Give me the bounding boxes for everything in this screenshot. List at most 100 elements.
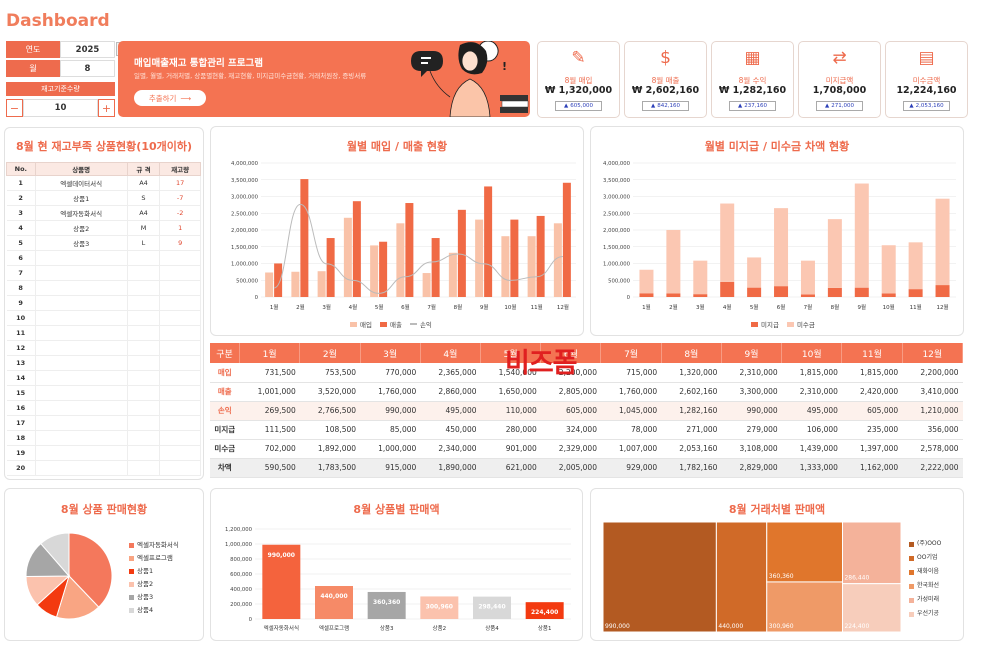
kpi-label: 8월 수익 [738,76,767,85]
y-tick-label: 200,000 [230,602,253,608]
table-cell [35,430,128,446]
legend-swatch [909,611,914,617]
table-cell [35,460,128,476]
legend-label: OO기업 [917,554,938,561]
table-cell: 9 [159,235,201,251]
x-tick-label: 3월 [322,303,331,311]
extract-button[interactable]: 추출하기 ⟶ [134,90,206,106]
table-cell: 1 [6,175,36,191]
x-tick-label: 12월 [937,303,949,311]
bar-미지급 [639,293,654,297]
table-cell: 271,000 [661,420,722,440]
y-tick-label: 0 [249,617,253,623]
y-tick-label: 3,000,000 [603,195,631,201]
treemap-value-label: 300,960 [769,623,794,630]
table-cell [35,310,128,326]
legend-label: 상품2 [137,580,154,588]
legend-swatch [129,556,134,561]
kpi-delta-value: 271,000 [831,103,854,109]
x-tick-label: 2월 [669,303,678,311]
legend-item: 상품2 [129,578,179,591]
bar-매입 [343,217,352,297]
kpi-label: 미수금액 [912,76,941,85]
table-cell: 3,410,000 [902,382,963,402]
table-cell: 2,340,000 [420,439,481,459]
pie-slice [55,575,100,620]
bar-매출 [536,215,545,297]
month-header-cell: 6월 [540,343,602,363]
table-cell: 929,000 [600,458,662,478]
y-tick-label: 500,000 [236,278,259,284]
table-row: 11 [6,325,201,341]
y-tick-label: 0 [255,295,259,301]
legend-label: (주)OOO [917,540,942,547]
table-cell: 2,329,000 [540,439,601,459]
bar-product [262,544,301,619]
bar-미수금 [666,229,681,294]
stock-threshold-field[interactable]: 10 [23,99,98,117]
line-손익 [273,203,563,294]
bar-data-label: 224,400 [531,609,558,616]
bar-미수금 [693,260,708,295]
table-row: 매출 1,001,000 3,520,000 1,760,000 2,860,000 1,… [210,382,963,402]
year-field[interactable]: 2025 [60,41,115,58]
kpi-card: ▤ 미수금액 12,224,160 ▲ 2,053,160 [885,41,968,118]
bar-매입 [422,273,431,297]
bar-미지급 [666,293,681,297]
table-cell: 2,805,000 [540,382,601,402]
chart-client-treemap: 990,000 440,000 360,360 300,960 286,440 224,4… [603,522,901,632]
kpi-icon: ✎ [571,48,586,68]
bar-매출 [510,219,519,297]
legend-item: 엑셀자동화서식 [129,539,179,552]
legend-swatch [909,555,914,561]
table-cell [127,265,161,281]
table-cell [127,295,161,311]
table-cell: 621,000 [480,458,541,478]
extract-button-label: 추출하기 [148,93,177,103]
bar-매출 [326,238,335,297]
bar-매입 [317,271,326,297]
stock-decrease-button[interactable]: − [6,99,23,117]
table-cell: 1,782,160 [661,458,722,478]
treemap-value-label: 360,360 [769,573,794,580]
table-cell: 17 [159,175,201,191]
table-cell: 715,000 [600,363,662,383]
table-cell: 2,310,000 [781,382,842,402]
table-cell [159,445,201,461]
legend-item: 상품4 [129,604,179,617]
kpi-delta-value: 2,053,160 [915,103,944,109]
person-illustration: ! [411,41,529,117]
table-cell [159,325,201,341]
table-cell [159,340,201,356]
table-cell [35,265,128,281]
legend-label: 손익 [419,321,432,329]
month-header-cell: 12월 [902,343,964,363]
kpi-icon: ⇄ [832,48,847,68]
y-tick-label: 400,000 [230,587,253,593]
x-tick-label: 엑셀자동화서식 [264,624,299,632]
table-cell: 상품2 [35,220,128,236]
table-cell: 8 [6,280,36,296]
x-tick-label: 1월 [642,303,651,311]
bar-매출 [274,263,283,297]
table-row: 1 엑셀데이터서식 A4 17 [6,175,201,191]
row-label: 미지급 [210,420,240,440]
legend-swatch [129,595,134,600]
stock-increase-button[interactable]: + [98,99,115,117]
month-field[interactable]: 8 [60,60,115,77]
table-cell: 3,300,000 [721,382,782,402]
chart2-legend: 미지급 미수금 [751,319,815,329]
table-cell [127,415,161,431]
table-cell [35,355,128,371]
table-cell [159,310,201,326]
table-row: 미지급 111,500 108,500 85,000 450,000 280,000 324… [210,420,963,440]
table-cell: 2,420,000 [841,382,903,402]
kpi-value: ₩ 1,320,000 [544,85,613,96]
legend-swatch [129,608,134,613]
table-row: 13 [6,355,201,371]
treemap-value-label: 286,440 [844,575,869,582]
table-row: 14 [6,370,201,386]
bar-product [525,602,564,619]
row-label: 손익 [210,401,240,421]
table-row: 차액 590,500 1,783,500 915,000 1,890,000 621,00… [210,458,963,478]
